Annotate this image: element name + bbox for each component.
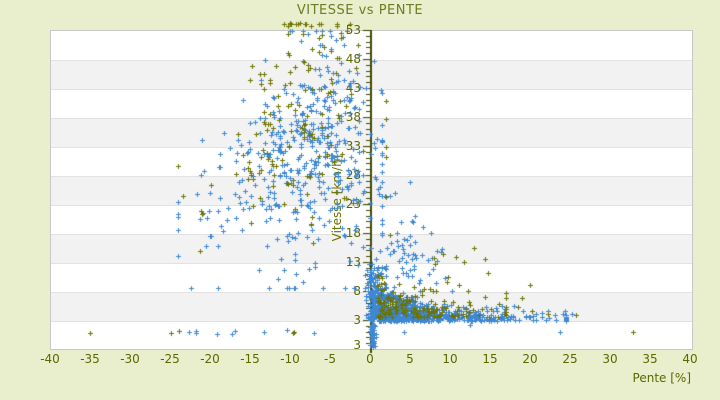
grid-band	[51, 292, 692, 321]
y-tick-label: 43	[345, 81, 361, 95]
x-tick-label: 20	[522, 352, 538, 366]
x-tick-label: -40	[40, 352, 60, 366]
chart-title: VITESSE vs PENTE	[296, 3, 424, 18]
x-tick-label: -35	[80, 352, 100, 366]
grid-band	[51, 118, 692, 147]
x-tick-label: 15	[482, 352, 498, 366]
grid-band	[51, 234, 692, 263]
x-tick-label: 10	[442, 352, 458, 366]
grid-band	[51, 176, 692, 205]
y-axis-title: Vitesse [km/h]	[330, 154, 344, 242]
grid-band	[51, 89, 692, 118]
grid-band	[51, 321, 692, 349]
x-tick-label: -5	[324, 352, 336, 366]
x-tick-label: 25	[562, 352, 578, 366]
grid-band	[51, 205, 692, 234]
y-tick-label: 48	[345, 52, 361, 66]
x-tick-label: -30	[120, 352, 140, 366]
x-tick-label: -10	[280, 352, 300, 366]
y-tick-label: 38	[345, 110, 361, 124]
x-tick-label: -15	[240, 352, 260, 366]
x-tick-label: 35	[642, 352, 658, 366]
x-tick-label: 30	[602, 352, 618, 366]
x-tick-label: 5	[406, 352, 414, 366]
grid-band	[51, 263, 692, 292]
y-tick-label: 3	[353, 313, 361, 327]
x-tick-label: -20	[200, 352, 220, 366]
x-tick-label: -25	[160, 352, 180, 366]
x-tick-label: 0	[366, 352, 374, 366]
y-tick-label: 53	[345, 23, 361, 37]
y-axis-bottom-label: 3	[353, 338, 361, 352]
grid-band	[51, 31, 692, 60]
plot-area	[50, 30, 693, 350]
x-tick-label: 40	[682, 352, 698, 366]
grid-band	[51, 60, 692, 89]
y-tick-label: 8	[353, 284, 361, 298]
grid-band	[51, 147, 692, 176]
x-axis-title: Pente [%]	[632, 371, 691, 385]
